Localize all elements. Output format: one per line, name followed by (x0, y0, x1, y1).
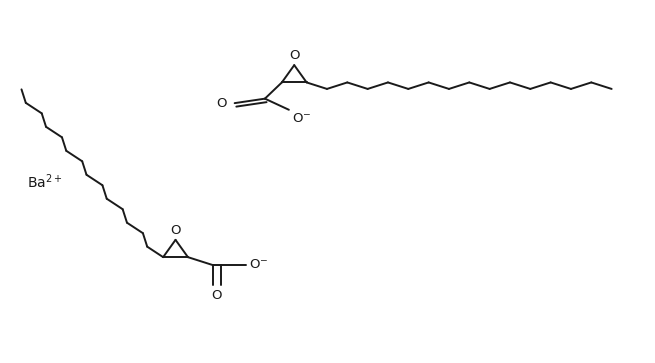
Text: O$^{-}$: O$^{-}$ (248, 258, 268, 271)
Text: O: O (212, 289, 222, 302)
Text: O: O (289, 49, 299, 62)
Text: O: O (216, 97, 227, 110)
Text: O$^{-}$: O$^{-}$ (292, 111, 311, 125)
Text: O: O (170, 224, 181, 237)
Text: Ba$^{2+}$: Ba$^{2+}$ (28, 172, 63, 191)
